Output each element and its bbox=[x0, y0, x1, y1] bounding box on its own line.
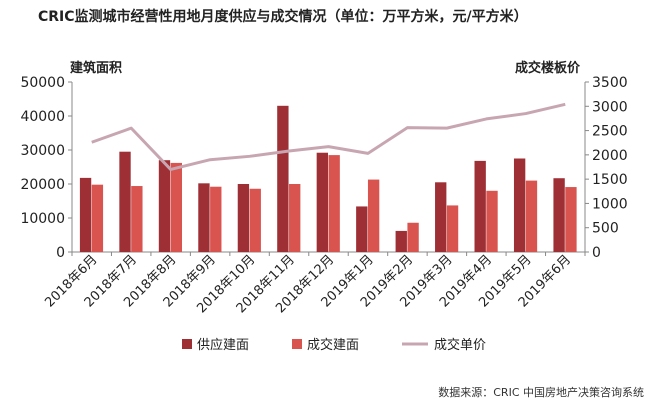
bars-group bbox=[79, 105, 577, 252]
line-group bbox=[91, 102, 566, 171]
bar-成交建面 bbox=[170, 162, 182, 252]
left-tick-label: 40000 bbox=[20, 109, 65, 125]
bar-成交建面 bbox=[328, 155, 340, 252]
right-tick-label: 1500 bbox=[592, 172, 628, 188]
left-tick-label: 0 bbox=[56, 245, 65, 261]
legend-label-成交建面: 成交建面 bbox=[307, 337, 359, 353]
bar-成交建面 bbox=[407, 222, 419, 252]
bar-成交建面 bbox=[486, 190, 498, 252]
right-axis-title: 成交楼板价 bbox=[515, 60, 581, 76]
bar-成交建面 bbox=[131, 186, 143, 252]
bar-成交建面 bbox=[525, 180, 538, 252]
right-tick-label: 0 bbox=[592, 245, 601, 261]
right-tick-label: 2500 bbox=[592, 124, 628, 140]
chart-title: CRIC监测城市经营性用地月度供应与成交情况（单位：万平方米，元/平方米） bbox=[38, 9, 528, 25]
bar-供应建面 bbox=[553, 178, 565, 252]
bar-成交建面 bbox=[289, 184, 301, 252]
legend: 供应建面 成交建面 成交单价 bbox=[182, 337, 486, 353]
bar-供应建面 bbox=[237, 184, 250, 252]
bar-成交建面 bbox=[210, 186, 222, 252]
bar-供应建面 bbox=[395, 230, 407, 252]
right-tick-label: 500 bbox=[592, 221, 619, 237]
bar-成交建面 bbox=[249, 188, 261, 252]
left-axis-title: 建筑面积 bbox=[70, 60, 122, 76]
right-tick-label: 3000 bbox=[592, 99, 628, 115]
left-tick-label: 30000 bbox=[20, 143, 65, 159]
data-source: 数据来源：CRIC 中国房地产决策咨询系统 bbox=[438, 386, 644, 399]
bar-供应建面 bbox=[79, 177, 92, 252]
legend-label-成交单价: 成交单价 bbox=[434, 337, 486, 353]
left-tick-label: 50000 bbox=[20, 75, 65, 91]
bar-成交建面 bbox=[565, 187, 577, 252]
line-成交单价 bbox=[91, 102, 566, 171]
bar-成交建面 bbox=[367, 179, 380, 252]
bar-供应建面 bbox=[435, 182, 447, 252]
right-tick-label: 2000 bbox=[592, 148, 628, 164]
left-tick-label: 10000 bbox=[20, 211, 65, 227]
bar-供应建面 bbox=[198, 183, 210, 252]
bar-供应建面 bbox=[356, 206, 368, 252]
right-tick-label: 3500 bbox=[592, 75, 628, 91]
bar-成交建面 bbox=[91, 184, 104, 252]
bar-供应建面 bbox=[277, 105, 289, 252]
legend-swatch-成交建面 bbox=[292, 339, 302, 349]
bar-供应建面 bbox=[474, 160, 486, 252]
left-tick-label: 20000 bbox=[20, 177, 65, 193]
right-tick-label: 1000 bbox=[592, 196, 628, 212]
legend-label-供应建面: 供应建面 bbox=[197, 337, 249, 353]
bar-供应建面 bbox=[513, 158, 526, 252]
bar-供应建面 bbox=[316, 152, 328, 252]
bar-成交建面 bbox=[446, 205, 459, 252]
bar-供应建面 bbox=[119, 151, 131, 252]
bar-供应建面 bbox=[158, 160, 171, 252]
legend-swatch-供应建面 bbox=[182, 339, 192, 349]
